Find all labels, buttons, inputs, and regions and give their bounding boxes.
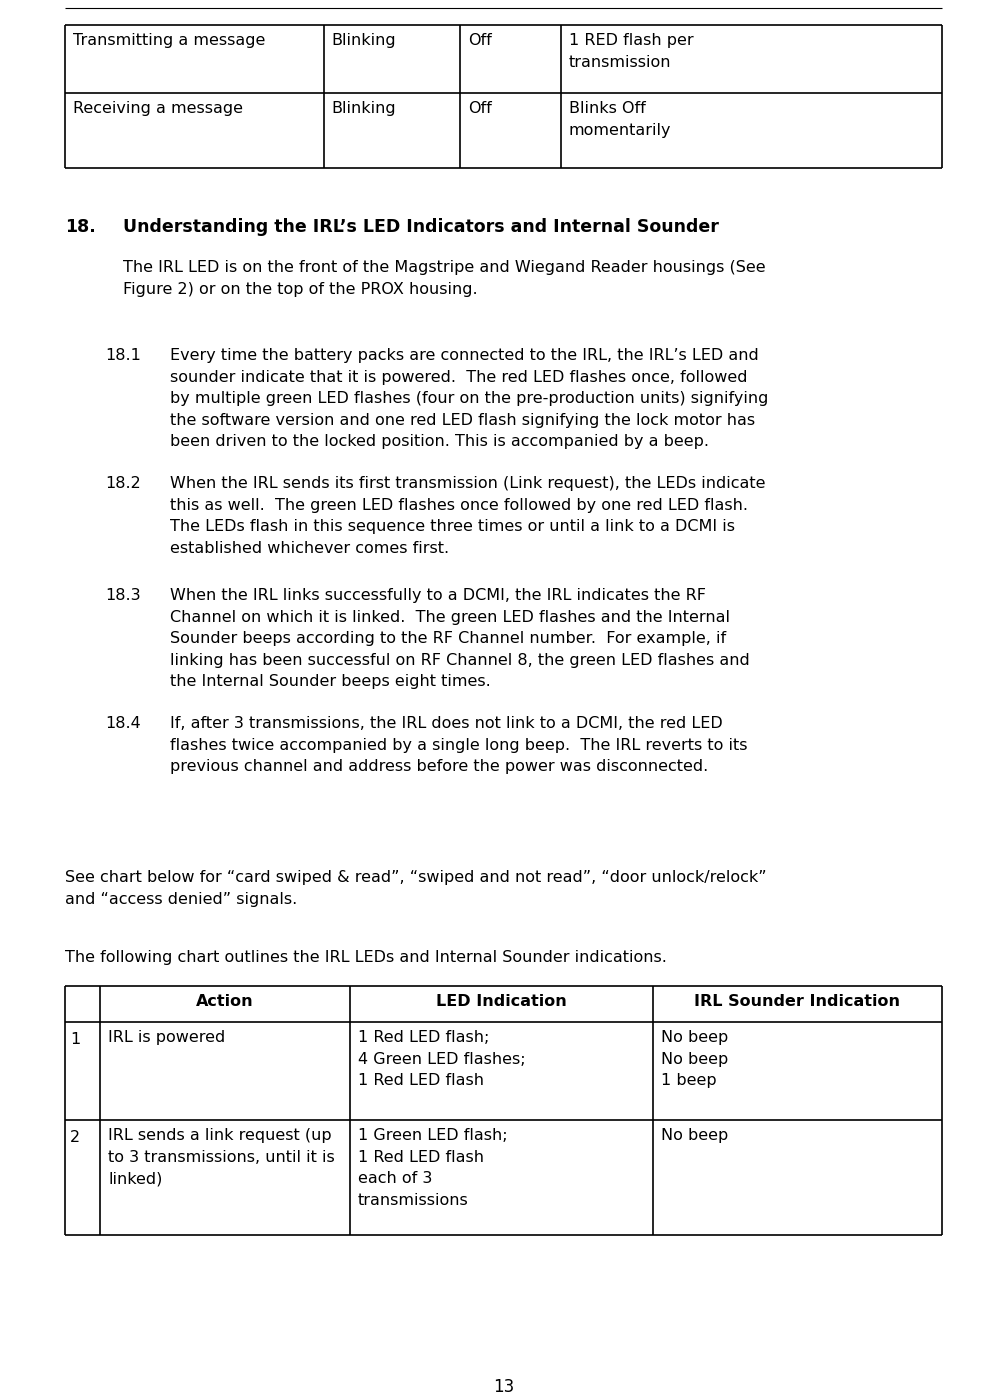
Text: See chart below for “card swiped & read”, “swiped and not read”, “door unlock/re: See chart below for “card swiped & read”… xyxy=(65,869,766,907)
Text: When the IRL links successfully to a DCMI, the IRL indicates the RF
Channel on w: When the IRL links successfully to a DCM… xyxy=(170,588,750,689)
Text: IRL Sounder Indication: IRL Sounder Indication xyxy=(694,994,900,1009)
Text: Understanding the IRL’s LED Indicators and Internal Sounder: Understanding the IRL’s LED Indicators a… xyxy=(123,218,719,237)
Text: 18.: 18. xyxy=(65,218,96,237)
Text: Every time the battery packs are connected to the IRL, the IRL’s LED and
sounder: Every time the battery packs are connect… xyxy=(170,349,768,449)
Text: 1: 1 xyxy=(70,1032,81,1047)
Text: If, after 3 transmissions, the IRL does not link to a DCMI, the red LED
flashes : If, after 3 transmissions, the IRL does … xyxy=(170,715,747,774)
Text: 1 Green LED flash;
1 Red LED flash
each of 3
transmissions: 1 Green LED flash; 1 Red LED flash each … xyxy=(358,1128,508,1208)
Text: Action: Action xyxy=(196,994,254,1009)
Text: Blinks Off
momentarily: Blinks Off momentarily xyxy=(569,101,671,137)
Text: 18.3: 18.3 xyxy=(105,588,141,603)
Text: 18.4: 18.4 xyxy=(105,715,141,731)
Text: 18.1: 18.1 xyxy=(105,349,141,363)
Text: The IRL LED is on the front of the Magstripe and Wiegand Reader housings (See
Fi: The IRL LED is on the front of the Magst… xyxy=(123,260,765,297)
Text: IRL is powered: IRL is powered xyxy=(108,1030,226,1044)
Text: Blinking: Blinking xyxy=(331,34,397,48)
Text: Off: Off xyxy=(467,34,491,48)
Text: No beep: No beep xyxy=(661,1128,728,1142)
Text: Off: Off xyxy=(467,101,491,116)
Text: LED Indication: LED Indication xyxy=(436,994,567,1009)
Text: 1 RED flash per
transmission: 1 RED flash per transmission xyxy=(569,34,693,70)
Text: No beep
No beep
1 beep: No beep No beep 1 beep xyxy=(661,1030,728,1088)
Text: Receiving a message: Receiving a message xyxy=(73,101,243,116)
Text: The following chart outlines the IRL LEDs and Internal Sounder indications.: The following chart outlines the IRL LED… xyxy=(65,951,667,965)
Text: 18.2: 18.2 xyxy=(105,476,141,491)
Text: Transmitting a message: Transmitting a message xyxy=(73,34,266,48)
Text: 1 Red LED flash;
4 Green LED flashes;
1 Red LED flash: 1 Red LED flash; 4 Green LED flashes; 1 … xyxy=(358,1030,526,1088)
Text: 13: 13 xyxy=(492,1378,515,1396)
Text: 2: 2 xyxy=(70,1130,81,1145)
Text: When the IRL sends its first transmission (Link request), the LEDs indicate
this: When the IRL sends its first transmissio… xyxy=(170,476,765,556)
Text: Blinking: Blinking xyxy=(331,101,397,116)
Text: IRL sends a link request (up
to 3 transmissions, until it is
linked): IRL sends a link request (up to 3 transm… xyxy=(108,1128,335,1186)
